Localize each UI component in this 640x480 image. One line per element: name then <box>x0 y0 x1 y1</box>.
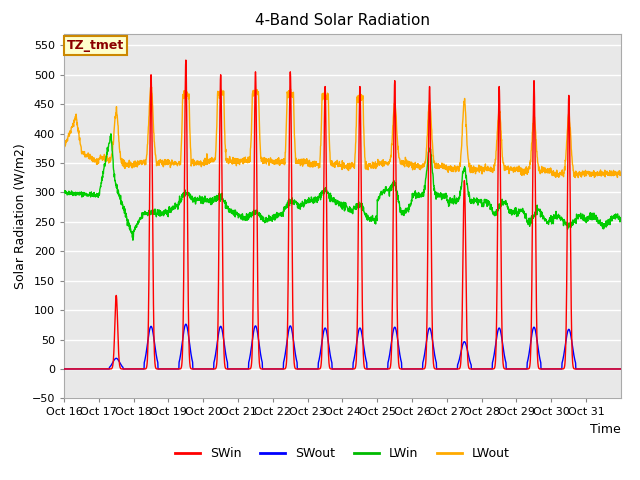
X-axis label: Time: Time <box>590 423 621 436</box>
Text: TZ_tmet: TZ_tmet <box>67 39 124 52</box>
Y-axis label: Solar Radiation (W/m2): Solar Radiation (W/m2) <box>13 143 26 289</box>
Legend: SWin, SWout, LWin, LWout: SWin, SWout, LWin, LWout <box>170 442 515 465</box>
Title: 4-Band Solar Radiation: 4-Band Solar Radiation <box>255 13 430 28</box>
